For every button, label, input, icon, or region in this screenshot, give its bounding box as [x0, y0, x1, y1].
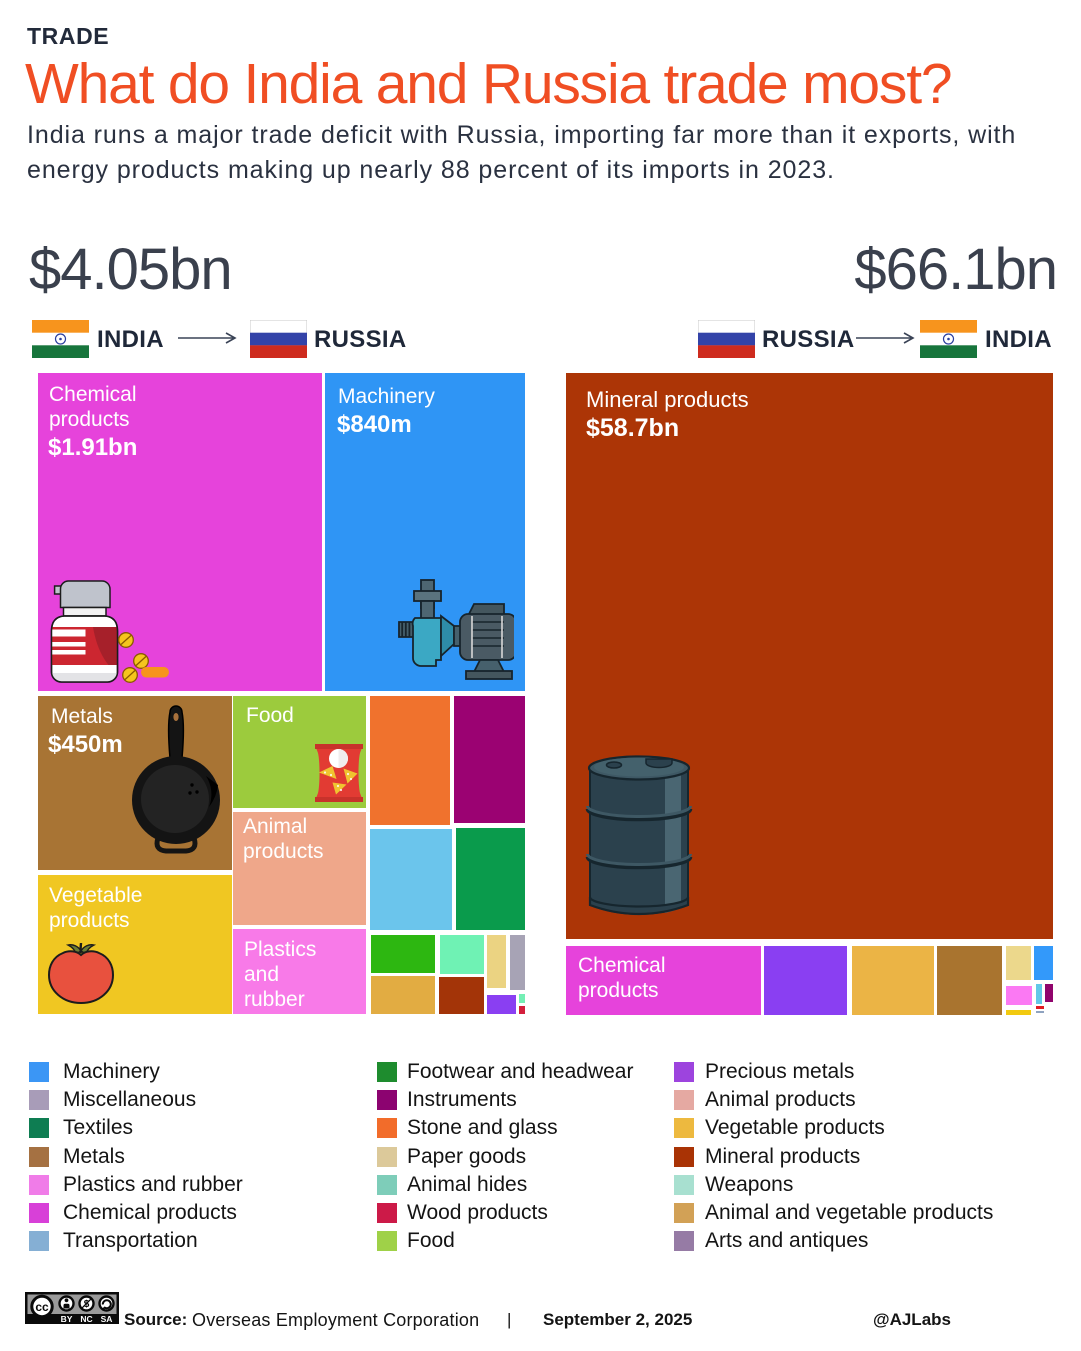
svg-text:cc: cc: [35, 1300, 49, 1314]
svg-text:BY: BY: [61, 1314, 73, 1324]
svg-text:$: $: [84, 1299, 90, 1310]
svg-text:SA: SA: [101, 1314, 113, 1324]
svg-text:NC: NC: [80, 1314, 92, 1324]
